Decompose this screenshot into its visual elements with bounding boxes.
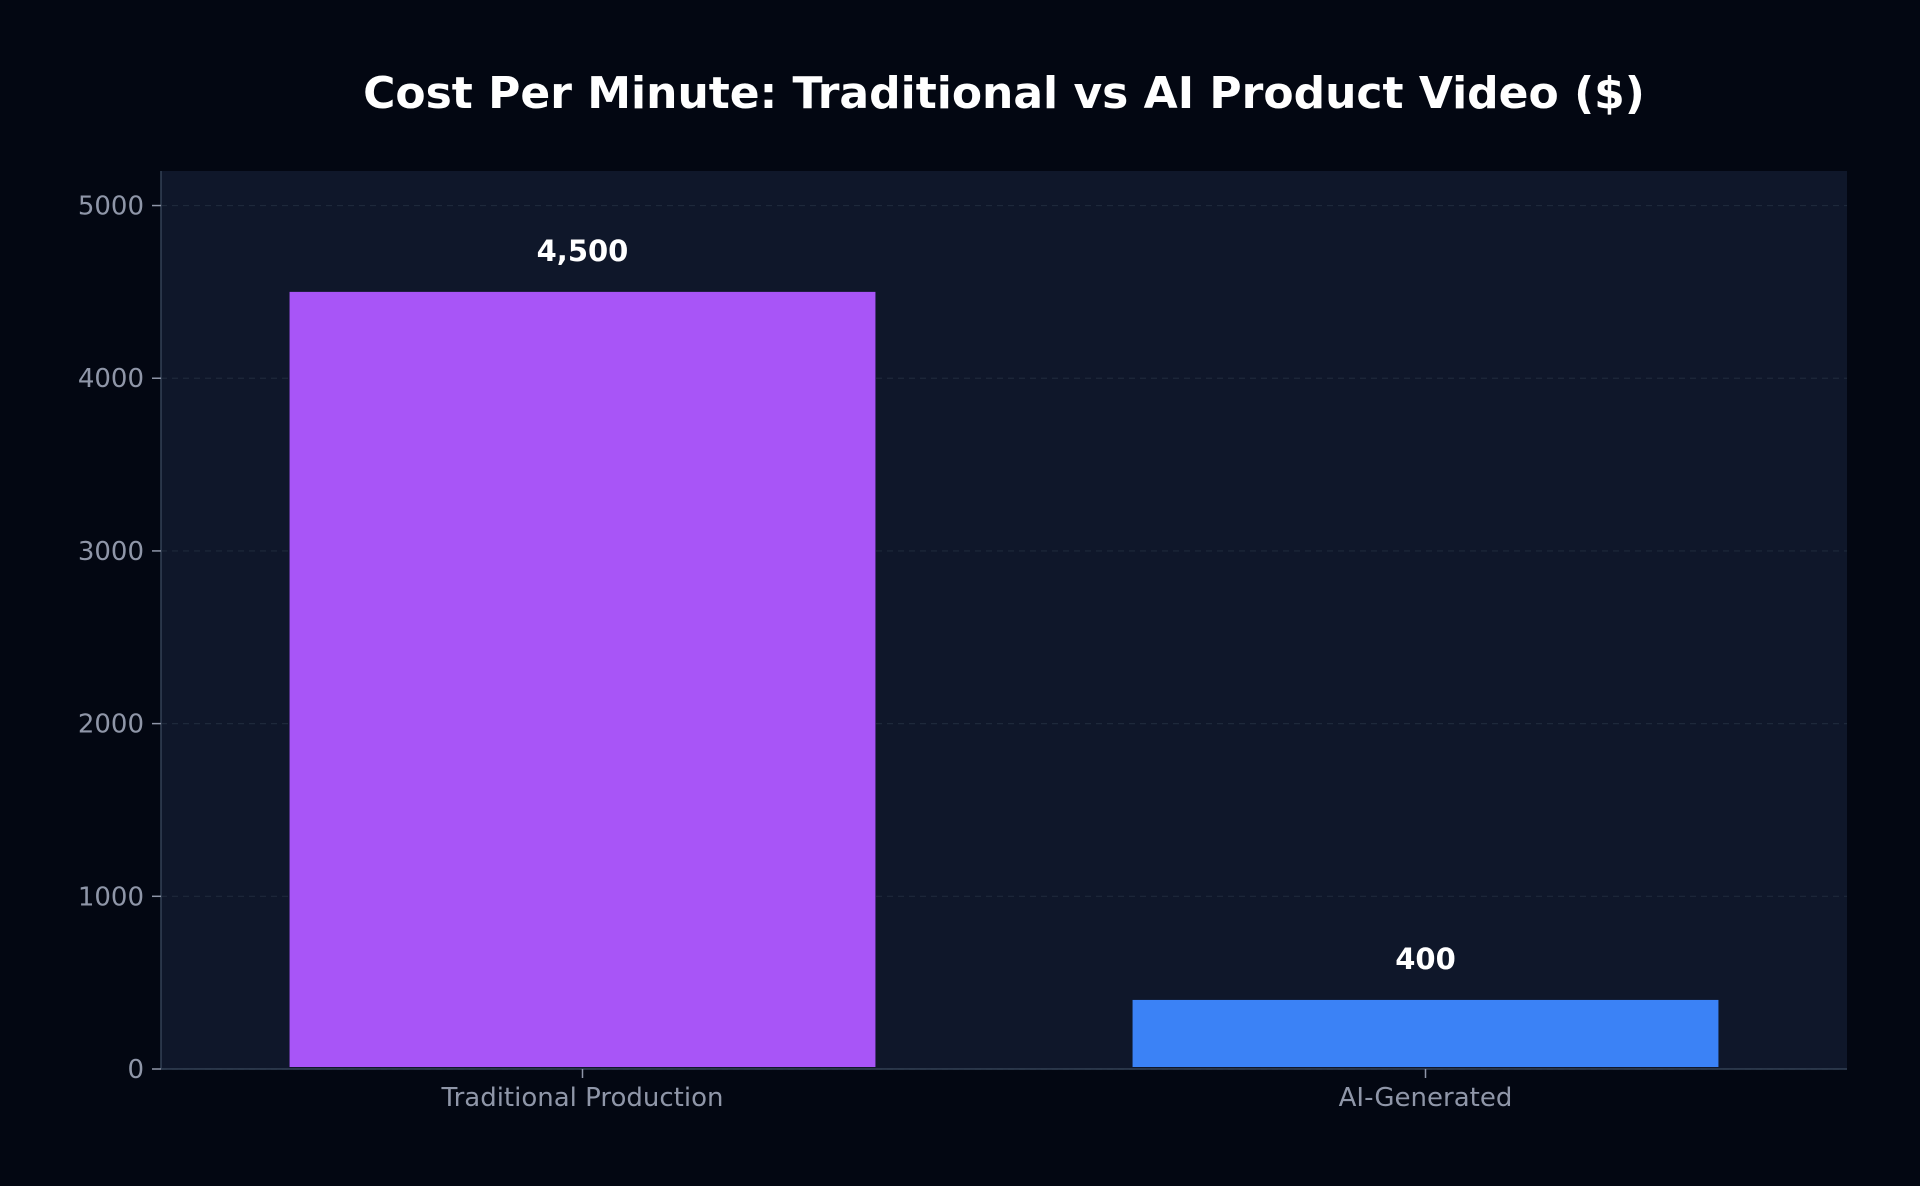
y-tick-label: 4000 [78,364,144,394]
x-axis-ticks: Traditional Production AI-Generated [441,1069,1513,1113]
bars [289,291,1719,1067]
bar-value-label: 4,500 [537,234,629,268]
bar-traditional-production [289,291,876,1067]
x-tick-label: AI-Generated [1339,1083,1513,1113]
y-tick-label: 1000 [78,882,144,912]
chart-title: Cost Per Minute: Traditional vs AI Produ… [363,68,1645,119]
bar-value-label: 400 [1395,942,1456,976]
y-tick-label: 2000 [78,710,144,740]
y-tick-label: 0 [127,1055,144,1085]
x-tick-label: Traditional Production [441,1083,724,1113]
bar-ai-generated [1132,999,1719,1067]
y-axis-ticks: 0 1000 2000 3000 4000 5000 [78,192,161,1085]
y-tick-label: 3000 [78,537,144,567]
axes [160,171,1847,1070]
y-tick-label: 5000 [78,192,144,222]
value-labels: 4,500 400 [537,234,1456,976]
